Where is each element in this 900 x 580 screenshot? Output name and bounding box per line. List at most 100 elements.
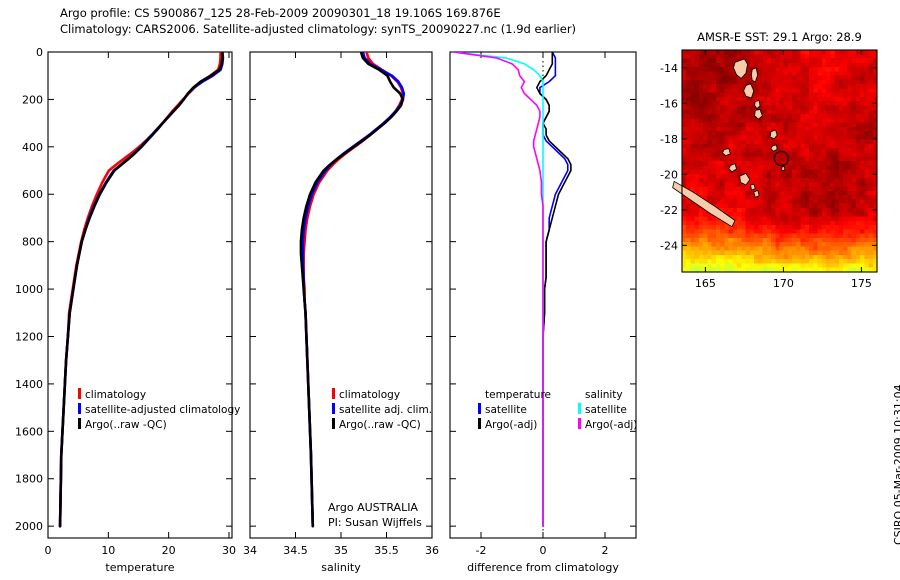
raster-cell xyxy=(800,131,806,136)
raster-cell xyxy=(737,84,742,90)
raster-cell xyxy=(771,182,776,188)
raster-cell xyxy=(775,88,781,94)
raster-cell xyxy=(737,126,742,132)
raster-cell xyxy=(830,71,836,77)
raster-cell xyxy=(792,114,798,119)
raster-cell xyxy=(703,165,709,171)
raster-cell xyxy=(715,143,721,149)
raster-cell xyxy=(834,156,840,162)
raster-cell xyxy=(690,122,696,128)
raster-cell xyxy=(855,139,861,145)
raster-cell xyxy=(741,250,747,256)
raster-cell xyxy=(720,114,725,119)
raster-cell xyxy=(754,207,759,213)
raster-cell xyxy=(830,62,836,68)
raster-cell xyxy=(728,229,734,235)
raster-cell xyxy=(809,75,815,81)
raster-cell xyxy=(711,109,717,115)
raster-cell xyxy=(707,96,713,102)
raster-cell xyxy=(855,173,861,179)
raster-cell xyxy=(779,212,785,218)
raster-cell xyxy=(728,131,734,136)
raster-cell xyxy=(847,50,853,55)
raster-cell xyxy=(741,105,747,111)
raster-cell xyxy=(787,79,793,85)
raster-cell xyxy=(855,54,861,60)
raster-cell xyxy=(804,186,810,192)
raster-cell xyxy=(703,109,709,115)
raster-cell xyxy=(826,237,831,243)
raster-cell xyxy=(851,216,857,222)
raster-cell xyxy=(868,96,874,102)
raster-cell xyxy=(682,122,687,128)
raster-cell xyxy=(732,207,738,213)
raster-cell xyxy=(868,118,874,124)
raster-cell xyxy=(707,148,713,154)
raster-cell xyxy=(728,182,734,188)
raster-cell xyxy=(804,109,810,115)
raster-cell xyxy=(732,92,738,98)
raster-cell xyxy=(745,254,751,260)
raster-cell xyxy=(728,148,734,154)
raster-cell xyxy=(792,225,798,230)
raster-cell xyxy=(694,122,700,128)
raster-cell xyxy=(826,156,831,162)
raster-cell xyxy=(694,203,700,209)
raster-cell xyxy=(741,135,747,141)
raster-cell xyxy=(872,165,878,171)
raster-cell xyxy=(741,118,747,124)
raster-cell xyxy=(843,182,848,188)
raster-cell xyxy=(826,267,831,273)
raster-cell xyxy=(838,50,844,55)
raster-cell xyxy=(762,229,768,235)
raster-cell xyxy=(724,178,730,183)
raster-cell xyxy=(766,267,772,273)
raster-cell xyxy=(813,126,819,132)
raster-cell xyxy=(741,161,747,166)
raster-cell xyxy=(826,220,831,226)
raster-cell xyxy=(737,135,742,141)
raster-cell xyxy=(745,207,751,213)
raster-cell xyxy=(724,199,730,205)
raster-cell xyxy=(720,96,725,102)
raster-cell xyxy=(864,131,870,136)
raster-cell xyxy=(868,50,874,55)
raster-cell xyxy=(847,173,853,179)
raster-cell xyxy=(741,84,747,90)
raster-cell xyxy=(766,237,772,243)
raster-cell xyxy=(775,152,781,158)
raster-cell xyxy=(843,75,848,81)
raster-cell xyxy=(868,88,874,94)
raster-cell xyxy=(741,79,747,85)
raster-cell xyxy=(855,199,861,205)
raster-cell xyxy=(745,75,751,81)
raster-cell xyxy=(707,109,713,115)
raster-cell xyxy=(847,195,853,201)
raster-cell xyxy=(728,54,734,60)
raster-cell xyxy=(817,220,823,226)
raster-cell xyxy=(762,126,768,132)
raster-cell xyxy=(745,233,751,239)
raster-cell xyxy=(703,212,709,218)
raster-cell xyxy=(775,67,781,72)
raster-cell xyxy=(826,259,831,265)
raster-cell xyxy=(771,92,776,98)
raster-cell xyxy=(843,126,848,132)
raster-cell xyxy=(830,246,836,252)
raster-cell xyxy=(720,259,725,265)
raster-cell xyxy=(732,186,738,192)
raster-cell xyxy=(804,131,810,136)
raster-cell xyxy=(737,118,742,124)
raster-cell xyxy=(868,199,874,205)
raster-cell xyxy=(817,212,823,218)
raster-cell xyxy=(800,126,806,132)
raster-cell xyxy=(792,152,798,158)
raster-cell xyxy=(800,190,806,196)
raster-cell xyxy=(834,190,840,196)
raster-cell xyxy=(860,242,865,247)
raster-cell xyxy=(711,143,717,149)
raster-cell xyxy=(796,122,802,128)
raster-cell xyxy=(868,84,874,90)
raster-cell xyxy=(851,156,857,162)
raster-cell xyxy=(686,225,692,230)
